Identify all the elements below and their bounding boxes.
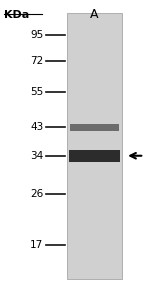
- Text: 34: 34: [30, 151, 43, 161]
- Text: 95: 95: [30, 30, 43, 40]
- Text: 43: 43: [30, 122, 43, 132]
- FancyBboxPatch shape: [69, 150, 120, 162]
- Text: KDa: KDa: [4, 11, 30, 21]
- Text: 55: 55: [30, 87, 43, 97]
- FancyBboxPatch shape: [67, 13, 122, 279]
- Text: A: A: [90, 9, 99, 21]
- Text: 26: 26: [30, 189, 43, 199]
- Text: 72: 72: [30, 56, 43, 66]
- Text: 17: 17: [30, 240, 43, 250]
- FancyBboxPatch shape: [70, 124, 119, 131]
